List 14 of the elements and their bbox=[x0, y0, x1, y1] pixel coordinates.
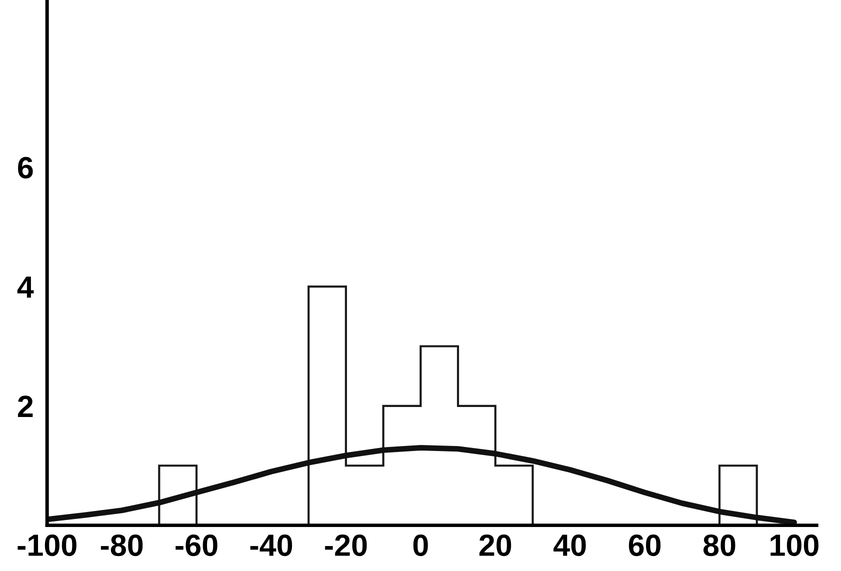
x-tick-label: 100 bbox=[770, 534, 818, 556]
x-tick-label: -100 bbox=[18, 534, 76, 556]
y-tick-label: 2 bbox=[18, 396, 33, 417]
x-tick-label: 20 bbox=[479, 534, 512, 556]
x-tick-label: -40 bbox=[250, 534, 292, 556]
x-tick-label: 80 bbox=[703, 534, 736, 556]
x-tick-label: 40 bbox=[554, 534, 586, 556]
x-tick-label: 0 bbox=[413, 534, 428, 556]
x-tick-label: -20 bbox=[325, 534, 367, 556]
x-tick-label: -60 bbox=[176, 534, 218, 556]
x-tick-label: -80 bbox=[100, 534, 143, 556]
y-tick-label: 4 bbox=[17, 276, 34, 298]
x-tick-label: 60 bbox=[628, 534, 661, 556]
y-tick-label: 6 bbox=[18, 156, 33, 179]
